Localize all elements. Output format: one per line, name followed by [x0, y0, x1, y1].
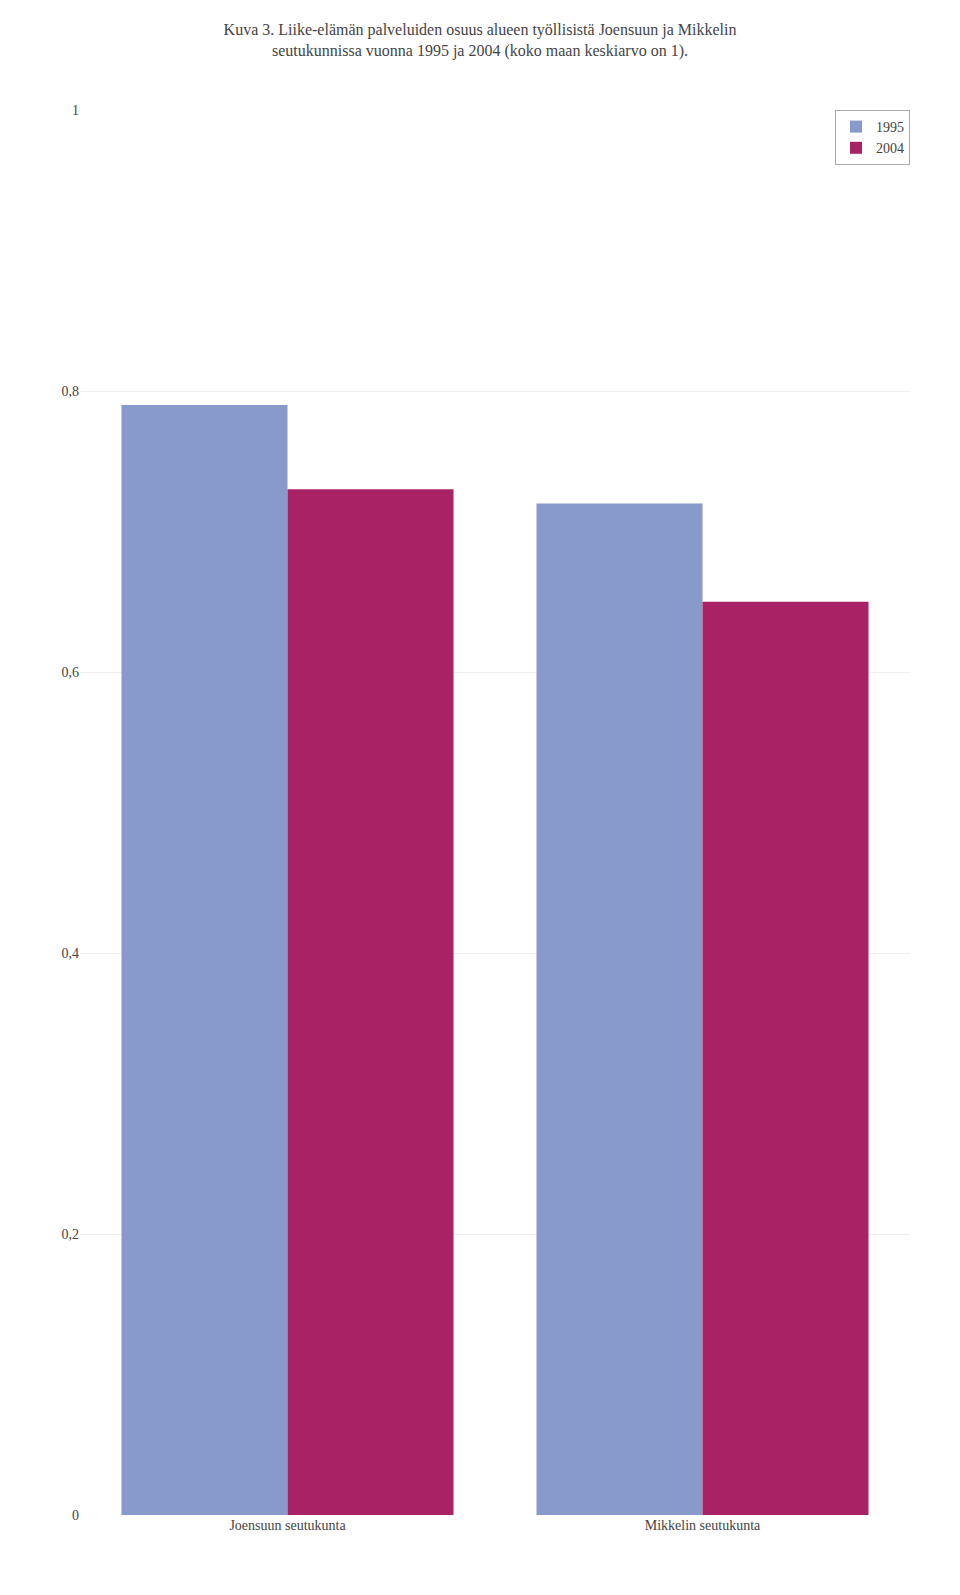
svg-text:0,4: 0,4 [62, 946, 80, 961]
svg-text:0,2: 0,2 [62, 1227, 80, 1242]
svg-text:Joensuun seutukunta: Joensuun seutukunta [229, 1518, 346, 1533]
svg-text:Mikkelin seutukunta: Mikkelin seutukunta [645, 1518, 761, 1533]
svg-text:1995: 1995 [876, 120, 904, 135]
svg-text:2004: 2004 [876, 141, 904, 156]
svg-text:0,8: 0,8 [62, 384, 80, 399]
svg-text:1: 1 [72, 103, 79, 118]
svg-text:0: 0 [72, 1508, 79, 1523]
svg-text:Kuva 3. Liike-elämän palveluid: Kuva 3. Liike-elämän palveluiden osuus a… [224, 21, 737, 60]
svg-text:0,6: 0,6 [62, 665, 80, 680]
